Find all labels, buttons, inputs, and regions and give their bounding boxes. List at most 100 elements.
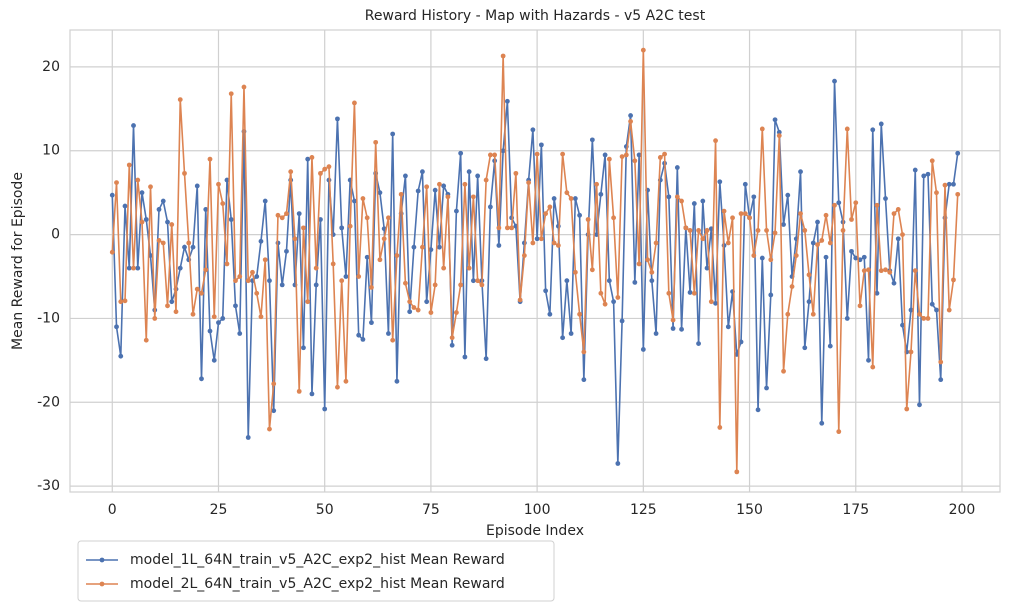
data-point <box>424 299 430 305</box>
data-point <box>560 151 566 157</box>
data-point <box>254 290 260 296</box>
data-point <box>288 169 294 175</box>
data-point <box>768 292 774 298</box>
data-point <box>415 307 421 313</box>
data-point <box>466 169 472 175</box>
data-point <box>377 257 383 263</box>
data-point <box>109 192 115 198</box>
data-point <box>874 202 880 208</box>
data-point <box>857 303 863 309</box>
data-point <box>551 240 557 246</box>
data-point <box>441 265 447 271</box>
data-point <box>645 257 650 263</box>
series-line <box>111 50 959 472</box>
y-tick-label: -10 <box>37 310 60 326</box>
y-tick-label: 20 <box>42 59 60 75</box>
data-point <box>738 211 744 217</box>
data-point <box>267 278 272 284</box>
data-point <box>555 243 561 248</box>
x-axis-label: Episode Index <box>486 523 584 539</box>
data-point <box>653 331 659 336</box>
data-point <box>921 173 927 179</box>
data-point <box>169 299 175 305</box>
data-point <box>530 240 536 246</box>
data-point <box>653 240 659 246</box>
data-point <box>139 190 145 196</box>
data-point <box>628 113 633 118</box>
data-point <box>623 152 629 158</box>
data-point <box>386 215 391 221</box>
data-point <box>199 290 204 296</box>
data-point <box>912 268 918 274</box>
data-point <box>160 198 166 204</box>
data-point <box>122 298 128 304</box>
data-point <box>496 243 502 248</box>
data-point <box>517 297 523 303</box>
data-point <box>386 331 391 336</box>
data-point <box>738 339 744 345</box>
data-point <box>165 219 170 225</box>
data-point <box>730 215 735 221</box>
data-point <box>713 300 718 306</box>
data-point <box>470 194 476 200</box>
data-point <box>381 236 387 242</box>
data-point <box>581 349 587 355</box>
data-point <box>538 236 544 242</box>
data-point <box>182 170 187 176</box>
data-point <box>921 316 927 321</box>
data-point <box>751 194 757 200</box>
data-point <box>649 269 655 275</box>
data-point <box>369 320 374 326</box>
data-point <box>462 354 468 360</box>
data-point <box>143 217 149 222</box>
data-point <box>908 307 914 313</box>
data-point <box>182 244 187 250</box>
data-point <box>390 131 396 137</box>
y-tick-label: -20 <box>37 394 60 410</box>
data-point <box>254 274 260 279</box>
data-point <box>211 357 217 363</box>
data-point <box>615 295 621 300</box>
data-point <box>504 225 510 231</box>
data-point <box>143 337 149 343</box>
data-point <box>148 184 153 190</box>
data-point <box>364 254 370 260</box>
data-point <box>632 158 638 164</box>
data-point <box>165 303 170 309</box>
data-point <box>823 212 829 218</box>
data-point <box>292 236 298 242</box>
data-point <box>568 196 574 201</box>
data-point <box>279 282 285 288</box>
data-point <box>403 280 408 286</box>
data-point <box>420 244 425 250</box>
data-point <box>445 194 451 200</box>
data-point <box>466 265 472 271</box>
data-point <box>262 257 268 263</box>
data-point <box>118 299 124 305</box>
data-point <box>407 299 413 305</box>
data-point <box>330 261 336 267</box>
data-point <box>352 198 357 204</box>
data-point <box>437 244 442 250</box>
data-point <box>755 407 761 413</box>
data-point <box>815 219 820 225</box>
data-point <box>534 151 540 157</box>
data-point <box>487 204 493 210</box>
data-point <box>619 154 625 160</box>
data-point <box>781 222 786 227</box>
data-point <box>883 267 888 273</box>
data-point <box>866 267 871 273</box>
data-point <box>679 326 684 332</box>
data-point <box>220 201 226 206</box>
x-tick-label: 50 <box>316 502 334 518</box>
data-point <box>759 255 765 261</box>
data-point <box>776 129 782 135</box>
data-point <box>428 310 434 315</box>
data-point <box>267 426 272 432</box>
data-point <box>827 240 833 246</box>
data-point <box>454 310 459 315</box>
data-point <box>670 326 676 331</box>
data-point <box>500 53 506 59</box>
data-point <box>742 181 748 187</box>
